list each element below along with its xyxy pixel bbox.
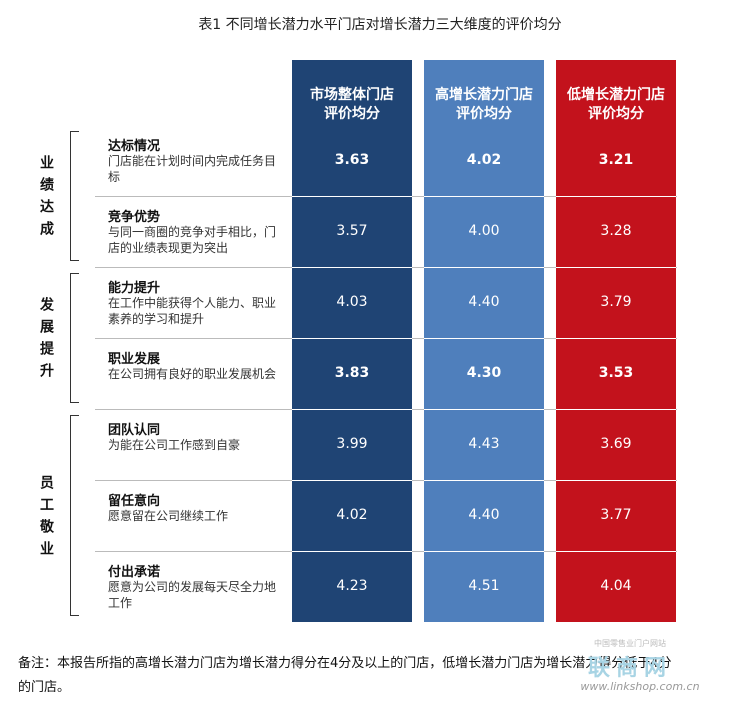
cell-value: 4.03 bbox=[336, 294, 368, 310]
row-separator bbox=[292, 196, 412, 197]
cell-value: 4.51 bbox=[468, 578, 500, 594]
cell-value: 4.02 bbox=[336, 507, 368, 523]
cell-value: 4.30 bbox=[466, 365, 502, 381]
cell-value: 3.83 bbox=[334, 365, 370, 381]
cell-value: 3.77 bbox=[600, 507, 632, 523]
row-separator bbox=[424, 551, 544, 552]
logo-name: 联商网 bbox=[587, 656, 672, 681]
group-bracket bbox=[70, 415, 79, 616]
cell-value: 3.69 bbox=[600, 436, 632, 452]
row-separator bbox=[424, 196, 544, 197]
column-band bbox=[556, 60, 676, 622]
cell-value: 4.40 bbox=[468, 507, 500, 523]
cell-value: 3.53 bbox=[598, 365, 634, 381]
column-band bbox=[424, 60, 544, 622]
row-separator bbox=[556, 551, 676, 552]
column-header: 评价均分 bbox=[324, 106, 380, 122]
row-separator bbox=[556, 480, 676, 481]
row-separator bbox=[292, 267, 412, 268]
row-separator bbox=[292, 409, 412, 410]
row-name: 竞争优势 bbox=[108, 210, 161, 225]
cell-value: 4.02 bbox=[466, 152, 502, 168]
group-label: 业绩达成 bbox=[36, 154, 56, 244]
row-separator bbox=[292, 480, 412, 481]
column-header: 高增长潜力门店 bbox=[435, 87, 533, 103]
group-label: 员工敬业 bbox=[36, 473, 56, 564]
row-name: 团队认同 bbox=[108, 423, 161, 438]
table-title: 表1 不同增长潜力水平门店对增长潜力三大维度的评价均分 bbox=[198, 17, 562, 33]
row-separator bbox=[556, 338, 676, 339]
row-name: 付出承诺 bbox=[108, 565, 161, 580]
cell-value: 4.23 bbox=[336, 578, 368, 594]
cell-value: 3.28 bbox=[600, 223, 632, 239]
cell-value: 3.79 bbox=[600, 294, 632, 310]
row-separator bbox=[292, 338, 412, 339]
column-header: 市场整体门店 bbox=[310, 87, 394, 103]
row-description: 在工作中能获得个人能力、职业素养的学习和提升 bbox=[108, 296, 277, 326]
row-separator bbox=[424, 409, 544, 410]
note: 备注：本报告所指的高增长潜力门店为增长潜力得分在4分及以上的门店，低增长潜力门店… bbox=[18, 656, 672, 695]
column-header: 评价均分 bbox=[588, 106, 644, 122]
row-description: 与同一商圈的竞争对手相比，门店的业绩表现更为突出 bbox=[108, 225, 277, 255]
row-description: 愿意为公司的发展每天尽全力地工作 bbox=[108, 580, 277, 610]
column-band bbox=[292, 60, 412, 622]
logo-tagline: 中国零售业门户网站 bbox=[594, 639, 666, 648]
row-separator bbox=[556, 409, 676, 410]
row-description: 愿意留在公司继续工作 bbox=[108, 509, 229, 523]
row-description: 门店能在计划时间内完成任务目标 bbox=[108, 154, 277, 184]
row-separator bbox=[556, 196, 676, 197]
row-description: 为能在公司工作感到自豪 bbox=[108, 438, 241, 452]
row-separator bbox=[424, 338, 544, 339]
row-name: 能力提升 bbox=[108, 281, 161, 296]
cell-value: 3.57 bbox=[336, 223, 368, 239]
cell-value: 4.04 bbox=[600, 578, 632, 594]
cell-value: 4.43 bbox=[468, 436, 500, 452]
row-name: 职业发展 bbox=[108, 352, 161, 367]
logo-url: www.linkshop.com.cn bbox=[580, 680, 700, 693]
cell-value: 3.63 bbox=[334, 152, 370, 168]
row-name: 留任意向 bbox=[108, 494, 161, 509]
cell-value: 4.00 bbox=[468, 223, 500, 239]
cell-value: 3.21 bbox=[598, 152, 634, 168]
row-separator bbox=[424, 480, 544, 481]
group-bracket bbox=[70, 131, 79, 261]
row-name: 达标情况 bbox=[108, 139, 161, 154]
row-separator bbox=[556, 267, 676, 268]
group-label: 发展提升 bbox=[36, 296, 56, 386]
row-separator bbox=[292, 551, 412, 552]
row-description: 在公司拥有良好的职业发展机会 bbox=[108, 367, 277, 381]
row-separator bbox=[424, 267, 544, 268]
column-header: 评价均分 bbox=[456, 106, 512, 122]
column-header: 低增长潜力门店 bbox=[567, 87, 665, 103]
group-bracket bbox=[70, 273, 79, 403]
cell-value: 3.99 bbox=[336, 436, 368, 452]
cell-value: 4.40 bbox=[468, 294, 500, 310]
